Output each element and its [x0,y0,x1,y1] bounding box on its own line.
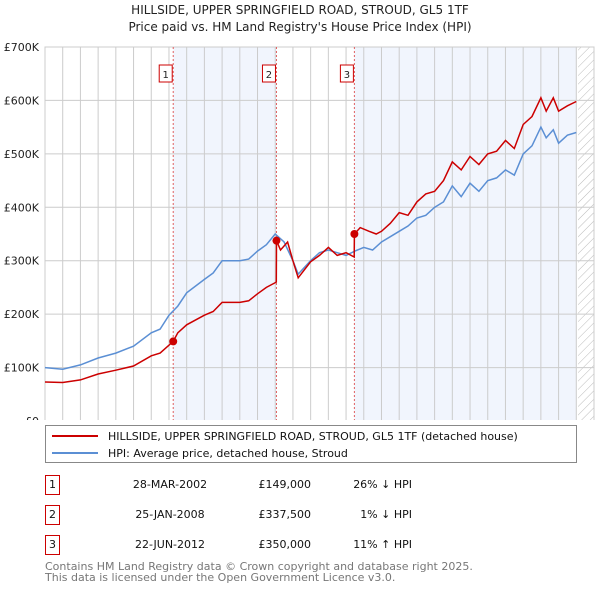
sale-point [169,337,178,346]
forecast-hatch [578,47,594,420]
sale-point [350,230,359,238]
plot-area: 1995199619971998199920002001200220032004… [4,41,595,420]
legend-item-hpi: HPI: Average price, detached house, Stro… [52,445,348,461]
sale-hpi-diff: 11% ↑ HPI [353,538,412,551]
hpi-line [44,125,577,370]
legend: HILLSIDE, UPPER SPRINGFIELD ROAD, STROUD… [45,425,577,463]
y-tick-label: £400K [4,201,40,214]
y-tick-label: £500K [4,148,40,161]
sale-hpi-diff: 26% ↓ HPI [353,478,412,491]
chart-subtitle: Price paid vs. HM Land Registry's House … [128,20,472,34]
y-tick-label: £300K [4,255,40,268]
shaded-period [173,47,277,420]
sale-price: £149,000 [258,478,312,491]
sale-marker-label: 3 [344,70,350,81]
chart-title: HILLSIDE, UPPER SPRINGFIELD ROAD, STROUD… [131,3,469,17]
footer-licence: This data is licensed under the Open Gov… [45,571,396,584]
sale-date: 22-JUN-2012 [134,538,206,551]
legend-swatch-blue [52,452,98,454]
sale-marker-label: 1 [163,70,169,81]
legend-swatch-red [52,435,98,437]
y-tick-label: £100K [4,362,40,375]
y-tick-label: £200K [4,308,40,321]
legend-label: HILLSIDE, UPPER SPRINGFIELD ROAD, STROUD… [108,429,518,443]
sale-marker-label: 2 [266,70,272,81]
footer-copyright: Contains HM Land Registry data © Crown c… [45,560,473,573]
legend-item-property: HILLSIDE, UPPER SPRINGFIELD ROAD, STROUD… [52,428,518,444]
sale-hpi-diff: 1% ↓ HPI [360,508,412,521]
sale-date: 25-JAN-2008 [135,508,205,521]
legend-label: HPI: Average price, detached house, Stro… [108,446,348,460]
sale-price: £337,500 [258,508,312,521]
sale-marker-box [158,64,173,83]
sale-marker-badge: 3 [45,535,60,555]
plot-border [44,46,595,420]
sale-date: 28-MAR-2002 [132,478,208,491]
price-paid-line [44,95,577,384]
sale-price: £350,000 [258,538,312,551]
sale-marker-box [339,64,354,83]
sale-marker-box [261,64,276,83]
shaded-period [354,47,577,420]
y-tick-label: £0 [25,415,39,420]
sale-marker-badge: 2 [45,505,60,525]
y-tick-label: £600K [4,94,40,107]
sale-point [272,236,281,245]
y-tick-label: £700K [4,41,40,54]
sale-marker-badge: 1 [45,475,60,495]
